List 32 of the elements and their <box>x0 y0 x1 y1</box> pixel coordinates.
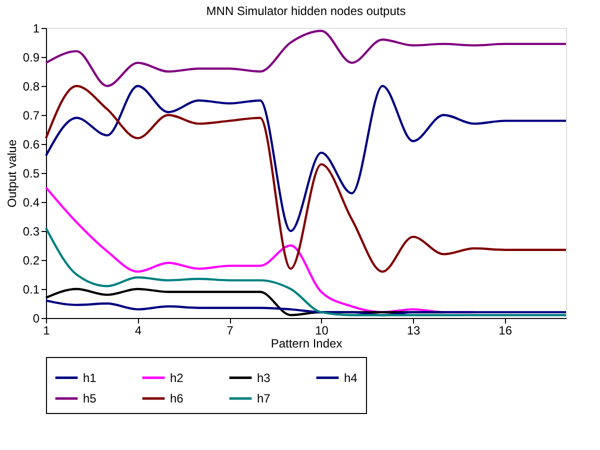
legend-label: h7 <box>257 392 271 406</box>
y-tick-label: 0.5 <box>22 166 40 180</box>
y-tick-label: 0.9 <box>22 50 40 64</box>
x-tick-label: 13 <box>406 324 421 338</box>
legend-label: h2 <box>170 370 184 385</box>
y-tick-label: 0.2 <box>22 254 40 268</box>
y-tick-label: 0.8 <box>22 80 40 94</box>
x-tick-label: 10 <box>315 324 329 338</box>
legend-label: h4 <box>344 370 358 385</box>
line-series <box>44 84 568 232</box>
x-tick-label: 1 <box>43 324 50 338</box>
y-tick-label: 1 <box>32 22 40 36</box>
line-series <box>44 300 568 316</box>
y-tick-label: 0.6 <box>22 138 40 152</box>
y-tick-label: 0.1 <box>22 282 40 296</box>
line-series <box>44 84 568 273</box>
y-tick-label: 0.4 <box>22 196 40 210</box>
x-tick-label: 4 <box>134 324 142 338</box>
line-series <box>44 30 568 88</box>
x-axis-title: Pattern Index <box>270 336 342 350</box>
legend-label: h5 <box>83 392 97 406</box>
chart-title: MNN Simulator hidden nodes outputs <box>206 4 406 18</box>
y-axis-title: Output value <box>4 139 19 208</box>
x-tick-label: 16 <box>498 324 512 338</box>
line-series <box>44 227 568 316</box>
y-tick-label: 0.3 <box>22 224 40 238</box>
y-tick-label: 0.7 <box>22 108 40 122</box>
x-tick-label: 7 <box>226 324 234 338</box>
legend-label: h3 <box>257 370 271 385</box>
legend-label: h1 <box>83 370 97 385</box>
legend-label: h6 <box>170 392 184 406</box>
y-tick-label: 0 <box>32 312 40 326</box>
